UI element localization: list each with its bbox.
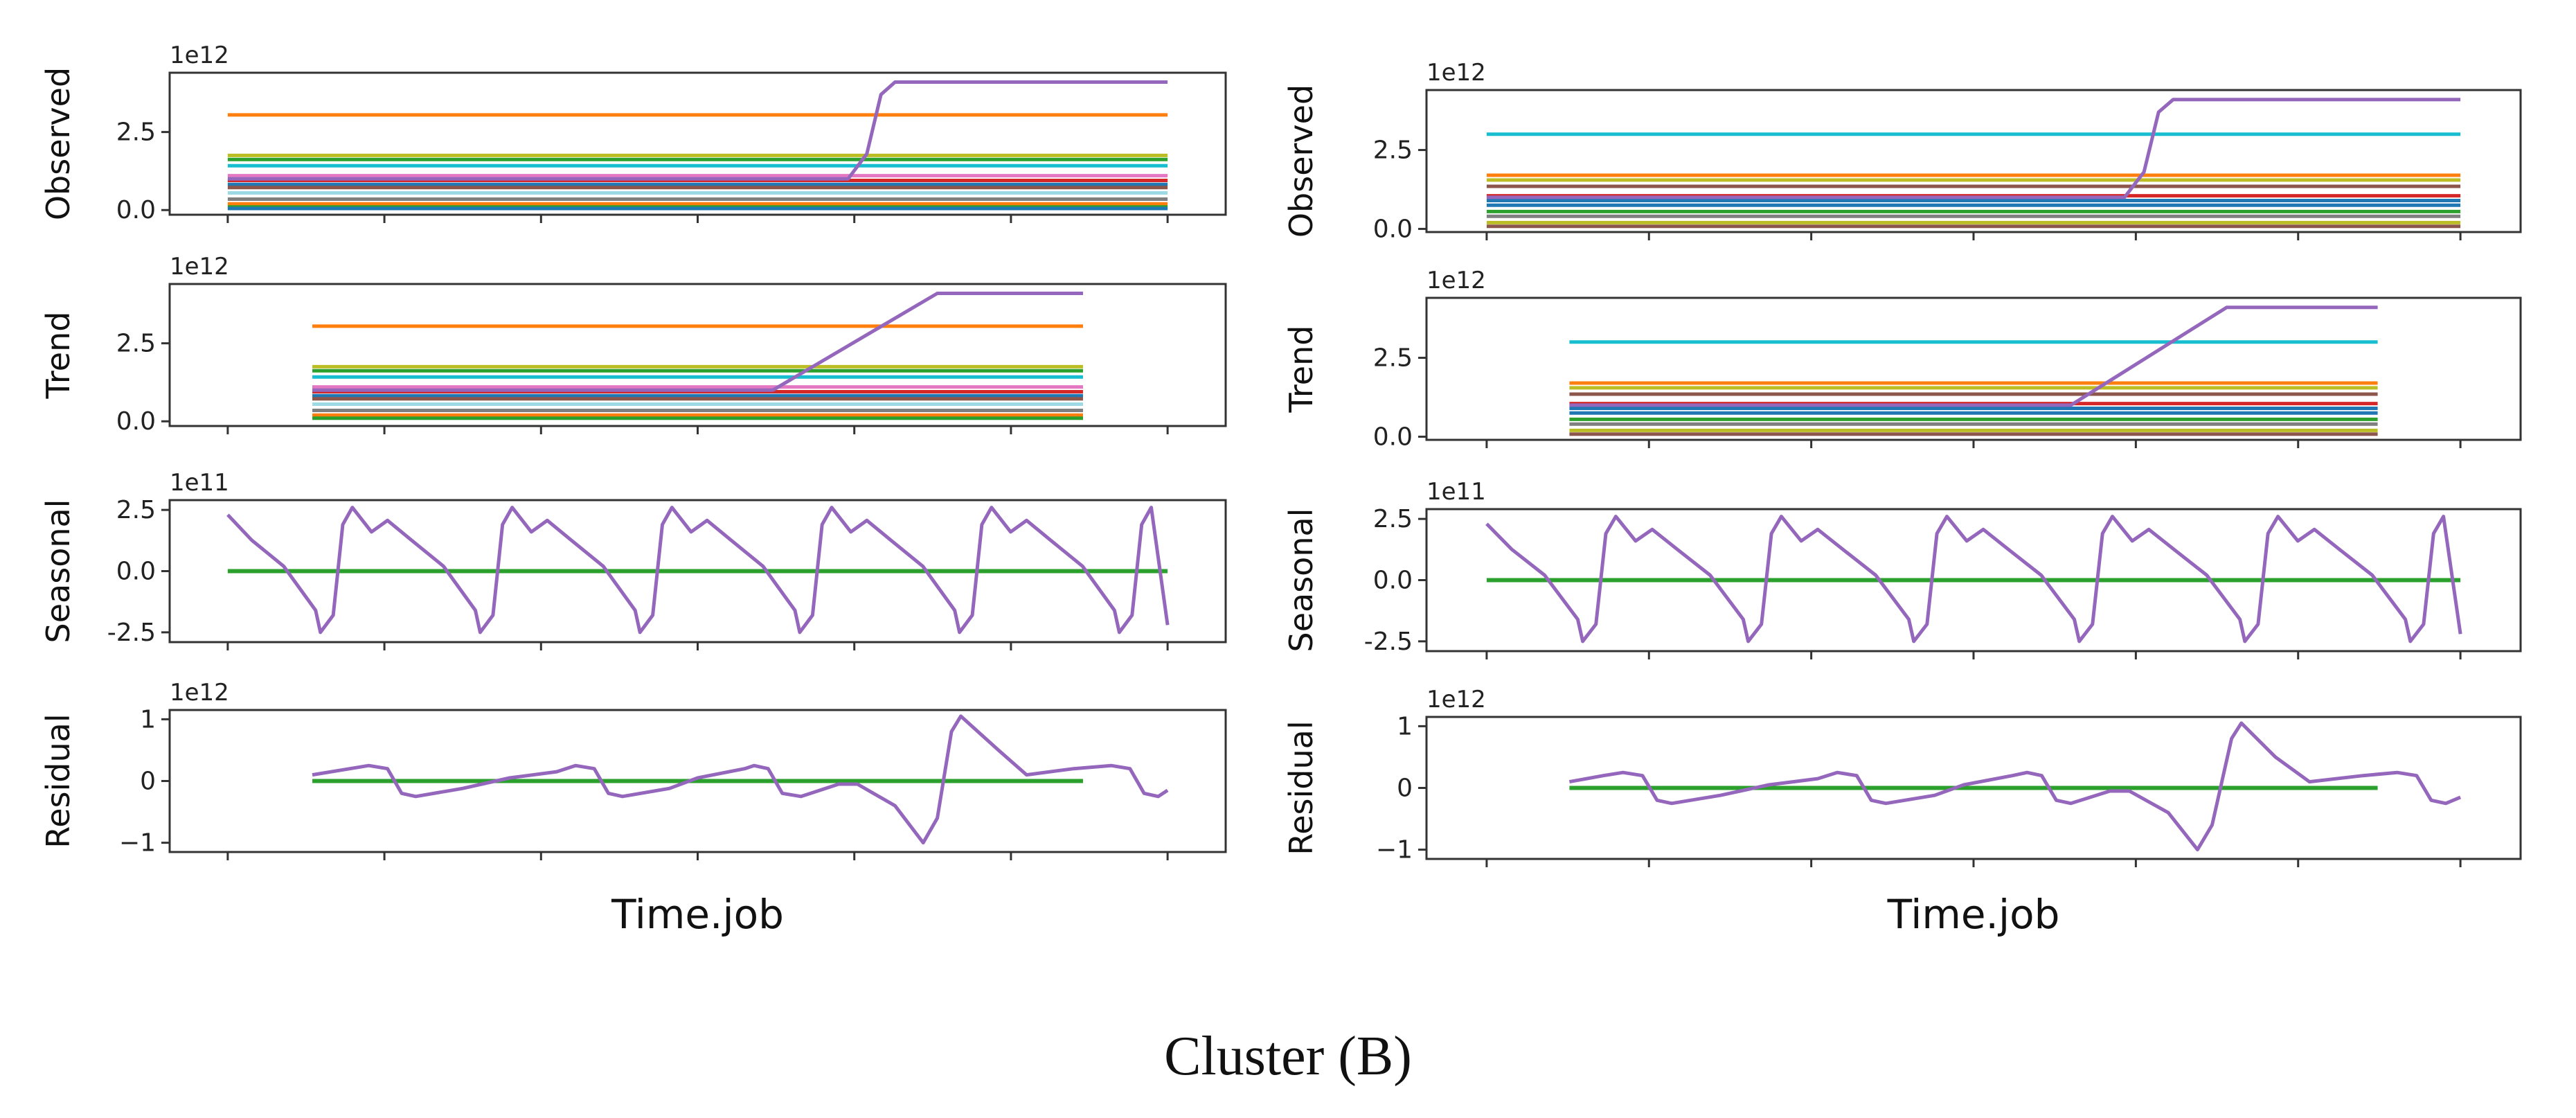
y-tick-label: -2.5 — [1364, 628, 1413, 656]
axis-offset-label: 1e12 — [1426, 59, 1486, 87]
figure-caption: Cluster (B) — [1164, 1026, 1412, 1087]
x-axis-label: Time.job — [611, 891, 784, 938]
series-line — [227, 80, 1168, 181]
y-tick-label: −1 — [1376, 836, 1413, 864]
y-tick-label: 0 — [140, 767, 156, 796]
y-tick-label: 2.5 — [116, 496, 156, 524]
y-tick-label: 1 — [140, 705, 156, 734]
axis-offset-label: 1e11 — [170, 469, 229, 497]
panel-left-residual-subplot: −1 0 1 1e12 Residual — [39, 679, 1227, 860]
panel-left-seasonal-subplot: -2.5 0.0 2.5 1e11 Seasonal — [39, 469, 1227, 650]
y-axis-label: Observed — [1282, 85, 1320, 238]
y-tick-label: 0.0 — [1373, 215, 1413, 243]
y-tick-label: −1 — [119, 829, 156, 858]
panel-right-trend-subplot: 0.0 2.5 1e12 Trend — [1282, 267, 2522, 451]
axis-offset-label: 1e12 — [170, 679, 229, 707]
y-tick-label: -2.5 — [107, 619, 156, 647]
series-line — [1568, 721, 2462, 852]
y-axis-label: Observed — [39, 67, 77, 220]
y-tick-label: 2.5 — [1373, 344, 1413, 373]
y-tick-label: 1 — [1397, 712, 1413, 740]
panel-right-residual-subplot: −1 0 1 1e12 Residual — [1282, 686, 2522, 867]
series-line — [226, 506, 1170, 635]
y-axis-label: Seasonal — [39, 499, 77, 644]
series-line — [312, 292, 1083, 392]
y-axis-label: Trend — [39, 312, 77, 400]
y-tick-label: 2.5 — [116, 330, 156, 358]
y-tick-label: 0.0 — [1373, 423, 1413, 451]
axis-offset-label: 1e12 — [170, 253, 229, 281]
panel-left-trend-subplot: 0.0 2.5 1e12 Trend — [39, 253, 1227, 436]
axis-offset-label: 1e12 — [1426, 267, 1486, 294]
y-tick-label: 0.0 — [116, 407, 156, 436]
y-tick-label: 2.5 — [1373, 136, 1413, 165]
y-axis-label: Trend — [1282, 326, 1320, 414]
series-line — [1569, 305, 2378, 407]
axis-offset-label: 1e12 — [1426, 686, 1486, 713]
x-axis-label: Time.job — [1887, 891, 2060, 938]
y-tick-label: 0.0 — [116, 558, 156, 586]
panel-right-seasonal-subplot: -2.5 0.0 2.5 1e11 Seasonal — [1282, 478, 2522, 659]
panel-right-observed-subplot: 0.0 2.5 1e12 Observed — [1282, 59, 2522, 243]
y-tick-label: 2.5 — [1373, 505, 1413, 533]
y-axis-label: Residual — [39, 713, 77, 848]
y-axis-label: Residual — [1282, 720, 1320, 855]
series-line — [312, 714, 1169, 845]
axis-offset-label: 1e11 — [1426, 478, 1486, 506]
panel-left-observed-subplot: 0.0 2.5 1e12 Observed — [39, 42, 1227, 224]
y-axis-label: Seasonal — [1282, 508, 1320, 653]
y-tick-label: 0 — [1397, 774, 1413, 803]
y-tick-label: 0.0 — [1373, 567, 1413, 595]
y-tick-label: 0.0 — [116, 196, 156, 224]
axis-offset-label: 1e12 — [170, 42, 229, 69]
series-line — [1485, 515, 2462, 644]
y-tick-label: 2.5 — [116, 118, 156, 147]
series-line — [1486, 98, 2461, 199]
